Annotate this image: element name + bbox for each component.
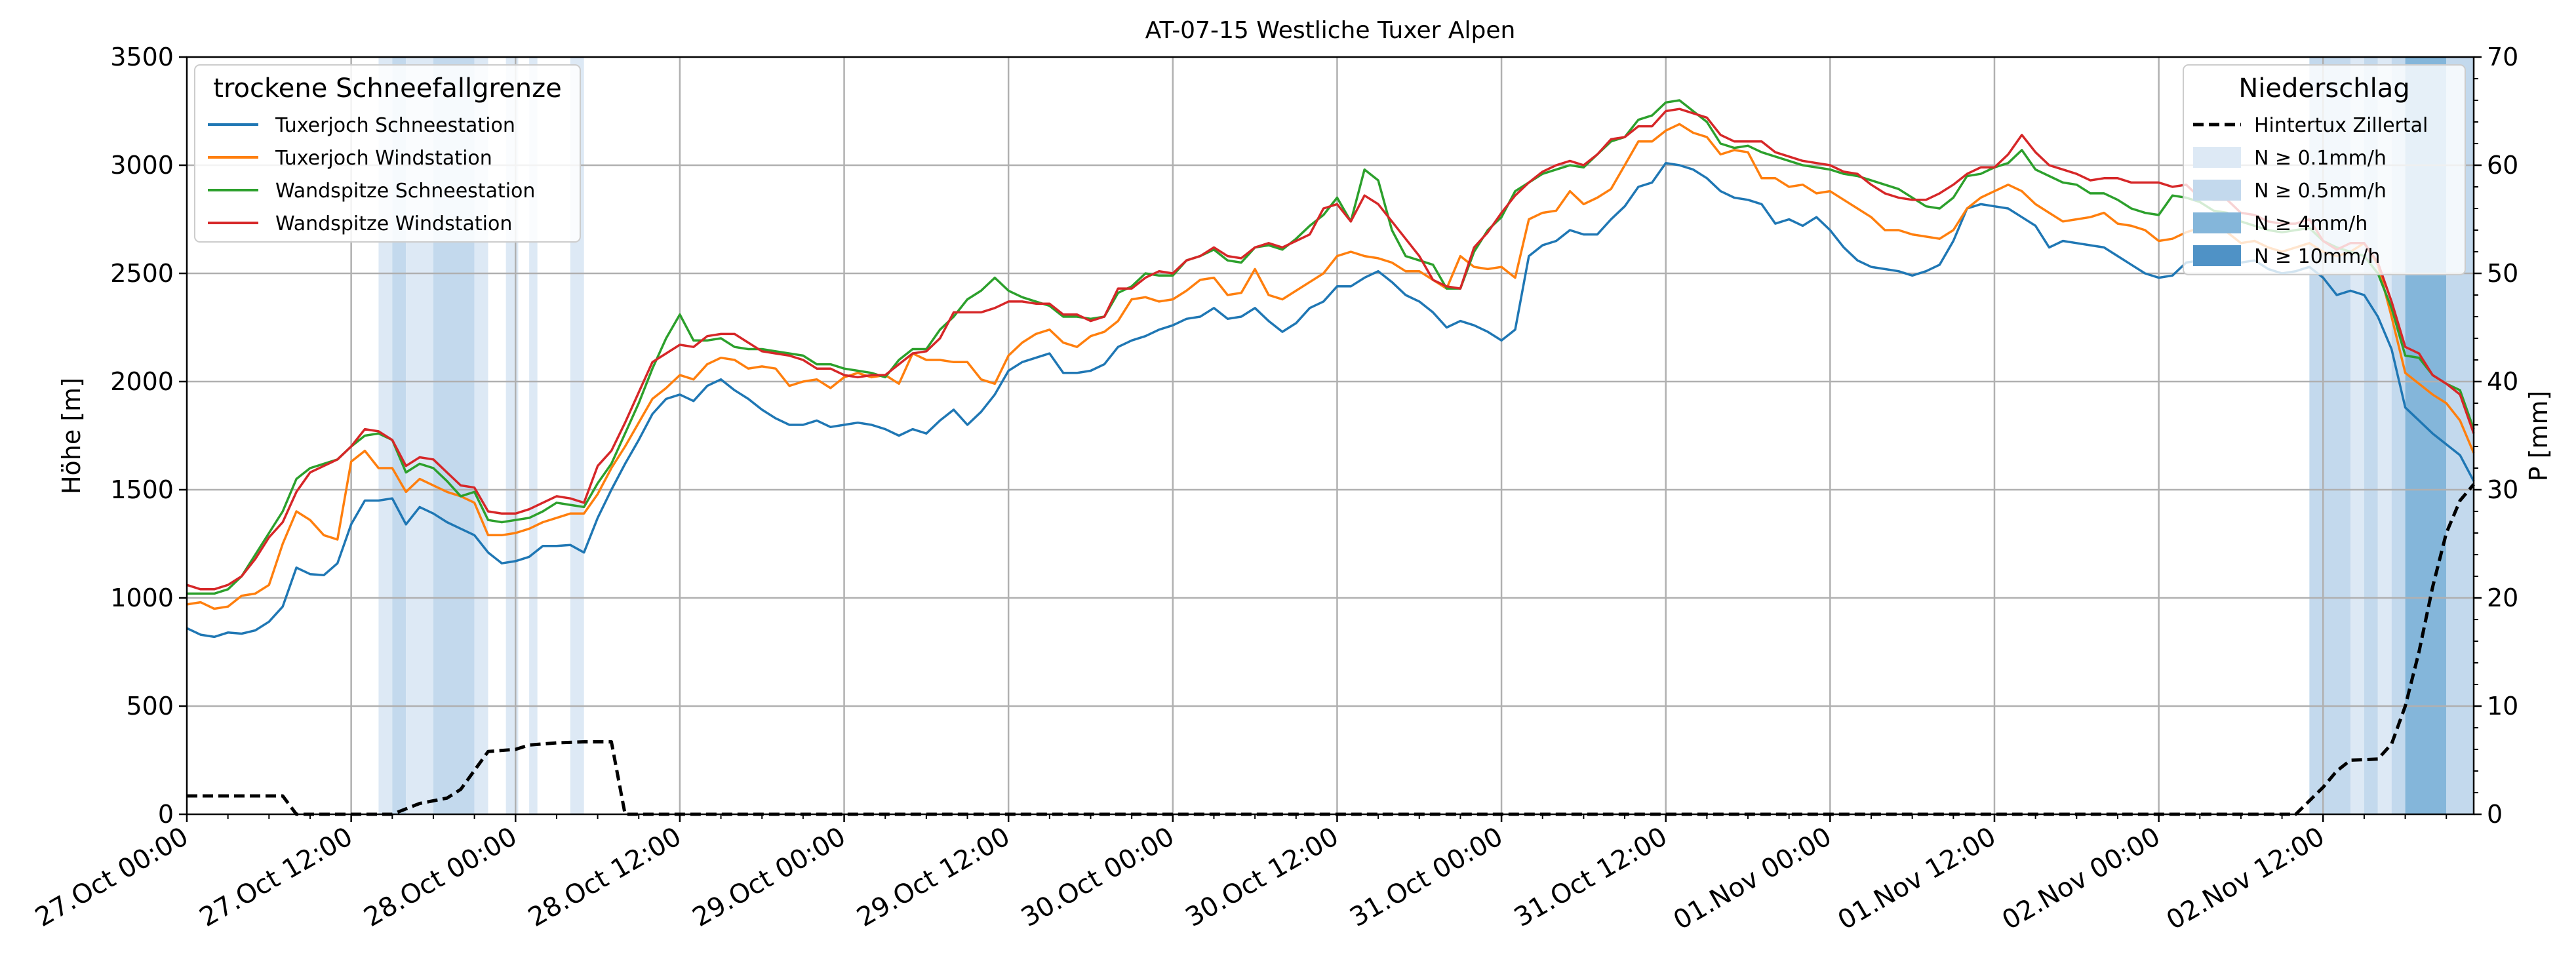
y-axis-label-left: Höhe [m] bbox=[57, 378, 86, 494]
legend-label-series-2: Wandspitze Schneestation bbox=[275, 180, 535, 203]
x-tick-label: 30.Oct 00:00 bbox=[1016, 821, 1179, 933]
legend-swatch-band-4 bbox=[2193, 245, 2241, 266]
series-line-4 bbox=[187, 483, 2475, 816]
legend-right-box bbox=[2183, 64, 2466, 275]
legend-label-band-4: N ≥ 10mm/h bbox=[2254, 245, 2380, 268]
legend-label-series-0: Tuxerjoch Schneestation bbox=[275, 114, 515, 137]
x-tick-label: 27.Oct 12:00 bbox=[195, 821, 358, 933]
y-tick-label-right: 30 bbox=[2487, 475, 2518, 504]
legend-label-band-3: N ≥ 4mm/h bbox=[2254, 212, 2368, 235]
precip-band bbox=[529, 57, 538, 814]
x-tick-label: 29.Oct 00:00 bbox=[688, 821, 851, 933]
precip-band bbox=[570, 57, 584, 814]
x-tick-label: 02.Nov 00:00 bbox=[1997, 821, 2166, 936]
y-tick-label-left: 1000 bbox=[110, 583, 174, 612]
series-line-0 bbox=[186, 161, 2475, 639]
y-tick-label-left: 2000 bbox=[110, 367, 174, 396]
legend-label-series-1: Tuxerjoch Windstation bbox=[275, 147, 492, 170]
y-tick-label-right: 50 bbox=[2487, 259, 2518, 288]
y-tick-label-left: 1500 bbox=[110, 475, 174, 504]
legend-left-title: trockene Schneefallgrenze bbox=[213, 73, 561, 104]
x-tick-label: 01.Nov 12:00 bbox=[1833, 821, 2001, 936]
x-tick-label: 27.Oct 00:00 bbox=[30, 821, 193, 933]
x-tick-label: 31.Oct 12:00 bbox=[1509, 821, 1673, 933]
y-tick-label-right: 70 bbox=[2487, 43, 2518, 71]
legend-swatch-band-1 bbox=[2193, 147, 2241, 168]
y-axis-label-right: P [mm] bbox=[2524, 391, 2553, 482]
legend-label-band-2: N ≥ 0.5mm/h bbox=[2254, 180, 2387, 203]
legend-label-precip-line: Hintertux Zillertal bbox=[2254, 114, 2428, 137]
x-tick-label: 02.Nov 12:00 bbox=[2162, 821, 2330, 936]
precip-band bbox=[392, 57, 406, 814]
x-tick-label: 29.Oct 12:00 bbox=[852, 821, 1015, 933]
y-tick-label-left: 3000 bbox=[110, 151, 174, 180]
y-tick-label-left: 3500 bbox=[110, 43, 174, 71]
y-tick-label-right: 60 bbox=[2487, 151, 2518, 180]
grid-lines bbox=[187, 57, 2474, 814]
y-tick-label-left: 2500 bbox=[110, 259, 174, 288]
legend-label-series-3: Wandspitze Windstation bbox=[275, 212, 512, 235]
x-tick-label: 28.Oct 12:00 bbox=[523, 821, 686, 933]
series-lines bbox=[186, 99, 2475, 816]
legend-right: Niederschlag Hintertux Zillertal N ≥ 0.1… bbox=[2183, 64, 2466, 275]
legend-swatch-band-2 bbox=[2193, 180, 2241, 201]
y-tick-label-right: 10 bbox=[2487, 692, 2518, 721]
series-line-1 bbox=[186, 123, 2475, 610]
x-tick-label: 31.Oct 00:00 bbox=[1345, 821, 1508, 933]
y-tick-label-right: 40 bbox=[2487, 367, 2518, 396]
y-tick-label-right: 20 bbox=[2487, 583, 2518, 612]
plot-frame bbox=[186, 56, 2475, 816]
x-tick-label: 01.Nov 00:00 bbox=[1669, 821, 1837, 936]
legend-swatch-band-3 bbox=[2193, 212, 2241, 233]
legend-right-title: Niederschlag bbox=[2238, 73, 2409, 104]
y-tick-label-left: 0 bbox=[158, 800, 174, 829]
x-tick-label: 30.Oct 12:00 bbox=[1181, 821, 1344, 933]
y-tick-label-left: 500 bbox=[126, 692, 174, 721]
y-tick-label-right: 0 bbox=[2487, 800, 2503, 829]
legend-label-band-1: N ≥ 0.1mm/h bbox=[2254, 147, 2387, 170]
precip-band bbox=[474, 57, 488, 814]
legend-left-box bbox=[194, 64, 581, 243]
series-line-3 bbox=[186, 108, 2475, 591]
legend-left: trockene Schneefallgrenze Tuxerjoch Schn… bbox=[194, 64, 581, 243]
chart-title: AT-07-15 Westliche Tuxer Alpen bbox=[1145, 17, 1516, 44]
x-tick-label: 28.Oct 00:00 bbox=[359, 821, 522, 933]
